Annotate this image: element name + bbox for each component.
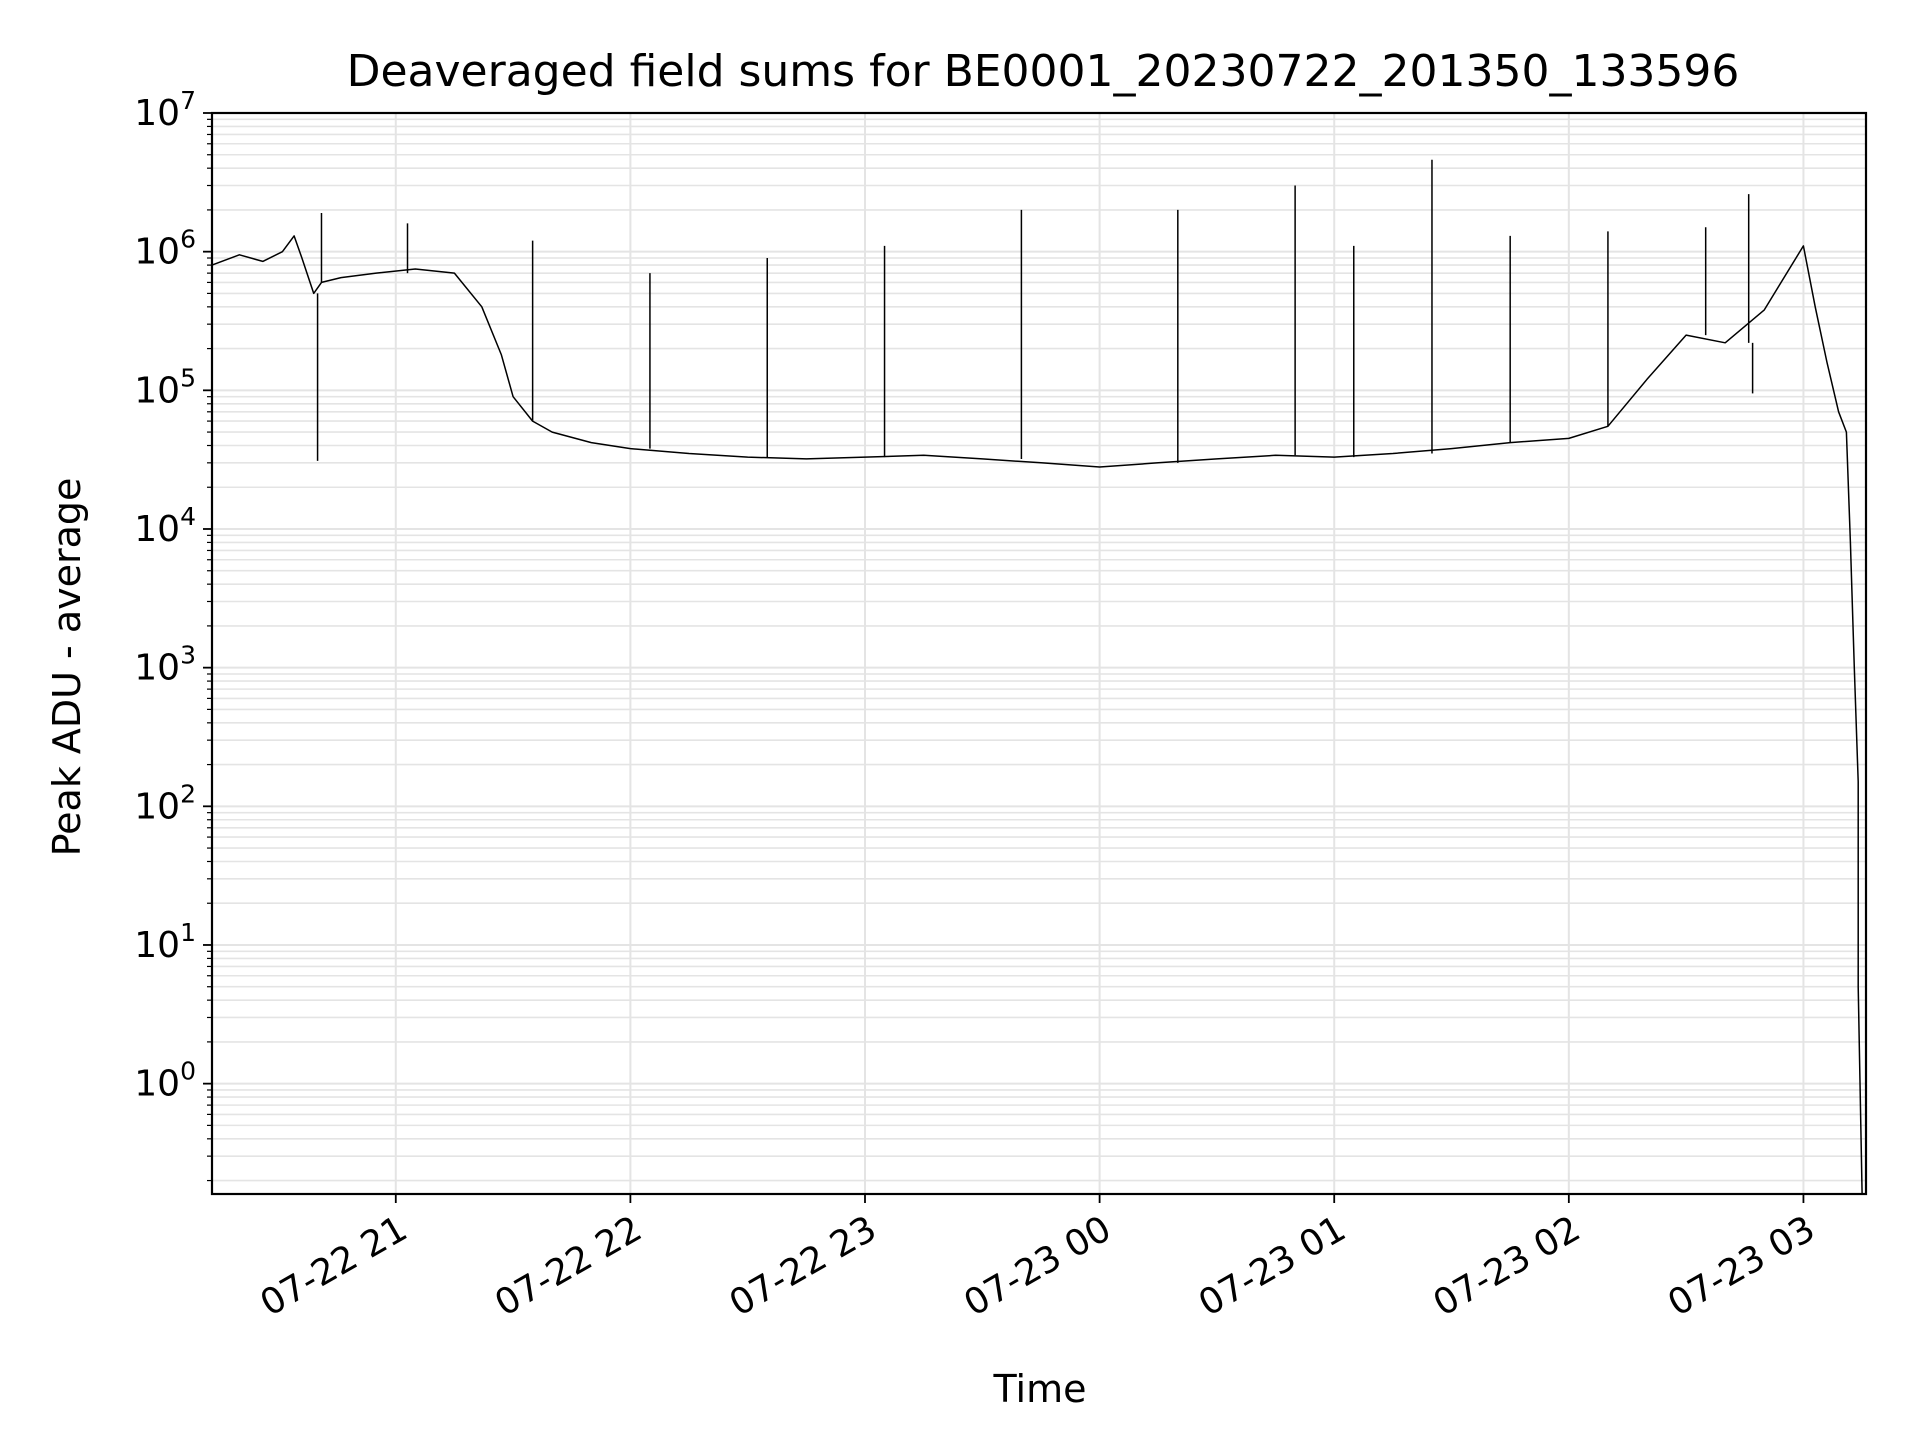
y-axis-label: Peak ADU - average: [45, 478, 89, 857]
grid-lines: [212, 112, 1866, 1194]
y-tick-label: 105: [134, 363, 196, 411]
y-tick-label: 103: [134, 641, 196, 689]
y-tick-label: 106: [134, 225, 196, 273]
series-layer: [211, 159, 1863, 1195]
y-tick-label: 102: [134, 779, 196, 827]
y-tick-label: 100: [134, 1057, 196, 1105]
y-tick-label: 104: [134, 502, 196, 550]
x-axis-label: Time: [993, 1367, 1087, 1411]
y-tick-label: 101: [134, 918, 196, 966]
y-axis-ticks: 100 101 102 103 104 105 106 107: [134, 86, 212, 1182]
chart-title: Deaveraged field sums for BE0001_2023072…: [347, 46, 1740, 97]
axes-frame: [210, 111, 1868, 1196]
y-tick-label: 107: [134, 86, 196, 134]
series-line: [211, 235, 1863, 1195]
